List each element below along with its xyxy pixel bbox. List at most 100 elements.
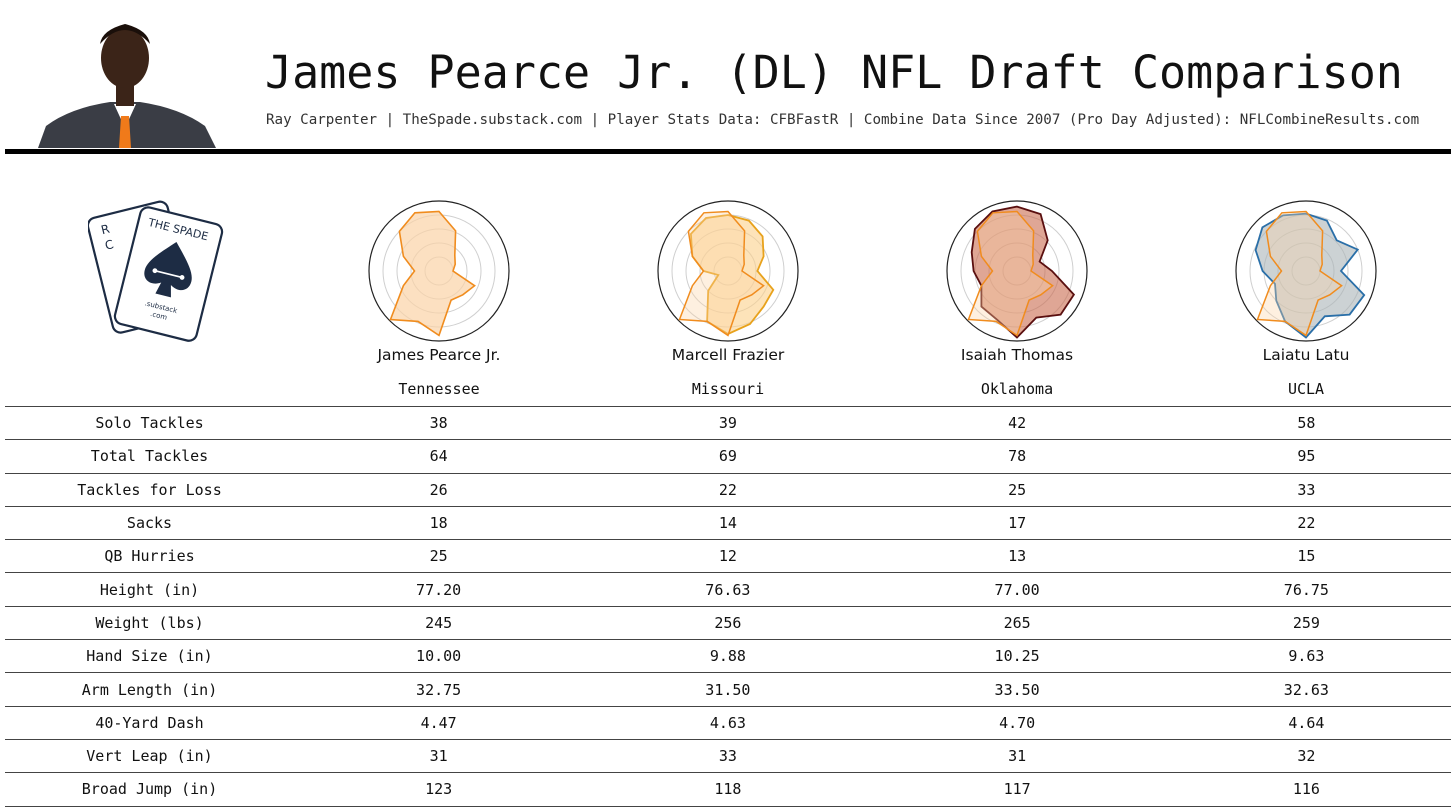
stat-value: 31 — [872, 738, 1162, 773]
radar-chart-3 — [942, 196, 1092, 346]
header: James Pearce Jr. (DL) NFL Draft Comparis… — [0, 0, 1456, 150]
table-row: 40-Yard Dash 4.47 4.63 4.70 4.64 — [5, 705, 1451, 740]
stat-label: Hand Size (in) — [5, 639, 294, 673]
radar-svg-1 — [368, 200, 510, 342]
radar-chart-2 — [653, 196, 803, 346]
stat-value: 25 — [294, 539, 584, 573]
table-row: Hand Size (in) 10.00 9.88 10.25 9.63 — [5, 639, 1451, 673]
radar-svg-3 — [946, 200, 1088, 342]
stat-value: 31.50 — [583, 672, 873, 707]
stat-value: 69 — [583, 439, 873, 474]
stat-value: 33 — [583, 738, 873, 773]
stat-value: 15 — [1161, 539, 1451, 573]
stat-value: 4.64 — [1161, 705, 1451, 740]
page-title: James Pearce Jr. (DL) NFL Draft Comparis… — [265, 46, 1403, 99]
stat-value: 78 — [872, 439, 1162, 474]
stat-value: 116 — [1161, 772, 1451, 807]
stat-value: 32.63 — [1161, 672, 1451, 707]
stat-value: 10.00 — [294, 639, 584, 673]
stat-value: 64 — [294, 439, 584, 474]
stat-value: 18 — [294, 505, 584, 540]
stat-value: 95 — [1161, 439, 1451, 474]
stat-value: 58 — [1161, 405, 1451, 440]
stat-value: 77.20 — [294, 572, 584, 607]
logo-tld-text: .com — [149, 310, 168, 322]
stat-value: 22 — [1161, 505, 1451, 540]
stat-value: 13 — [872, 539, 1162, 573]
stat-value: 77.00 — [872, 572, 1162, 607]
stat-value: 42 — [872, 405, 1162, 440]
table-row: Sacks 18 14 17 22 — [5, 505, 1451, 540]
stat-value: 33 — [1161, 472, 1451, 507]
table-row: Arm Length (in) 32.75 31.50 33.50 32.63 — [5, 672, 1451, 707]
stat-label: Sacks — [5, 505, 294, 540]
radar-chart-4 — [1231, 196, 1381, 346]
stat-value: 26 — [294, 472, 584, 507]
radar-comparison-series — [970, 205, 1076, 339]
radar-base-series — [678, 210, 765, 337]
stat-value: 9.88 — [583, 639, 873, 673]
logo-c-letter: C — [103, 237, 115, 253]
stat-value: 32 — [1161, 738, 1451, 773]
player-school-3: Oklahoma — [980, 380, 1054, 398]
radar-base-series — [1256, 210, 1343, 337]
stat-value: 117 — [872, 772, 1162, 807]
radar-base-series — [967, 210, 1054, 337]
stat-value: 4.47 — [294, 705, 584, 740]
stat-label: Solo Tackles — [5, 405, 294, 440]
stat-value: 245 — [294, 605, 584, 640]
stat-value: 32.75 — [294, 672, 584, 707]
table-row: Vert Leap (in) 31 33 31 32 — [5, 738, 1451, 773]
stat-value: 14 — [583, 505, 873, 540]
player-school-4: UCLA — [1287, 380, 1325, 398]
stat-value: 256 — [583, 605, 873, 640]
logo-r-letter: R — [100, 222, 111, 238]
stat-label: Tackles for Loss — [5, 472, 294, 507]
radar-base-series — [389, 210, 476, 337]
table-row: Solo Tackles 38 39 42 58 — [5, 405, 1451, 440]
stat-label: Height (in) — [5, 572, 294, 607]
page-subtitle: Ray Carpenter | TheSpade.substack.com | … — [266, 112, 1420, 128]
player-name-2: Marcell Frazier — [671, 346, 785, 364]
stat-value: 9.63 — [1161, 639, 1451, 673]
stat-value: 38 — [294, 405, 584, 440]
stat-value: 4.70 — [872, 705, 1162, 740]
stat-value: 259 — [1161, 605, 1451, 640]
table-row: Total Tackles 64 69 78 95 — [5, 439, 1451, 474]
stat-label: Arm Length (in) — [5, 672, 294, 707]
radar-svg-2 — [657, 200, 799, 342]
stat-value: 33.50 — [872, 672, 1162, 707]
stat-label: Total Tackles — [5, 439, 294, 474]
player-photo — [38, 24, 216, 148]
table-row: Tackles for Loss 26 22 25 33 — [5, 472, 1451, 507]
radar-chart-1 — [364, 196, 514, 346]
radar-svg-4 — [1235, 200, 1377, 342]
stat-label: Vert Leap (in) — [5, 738, 294, 773]
header-divider — [5, 149, 1451, 154]
stat-value: 25 — [872, 472, 1162, 507]
radar-comparison-series — [1254, 212, 1366, 339]
table-row: QB Hurries 25 12 13 15 — [5, 539, 1451, 573]
table-row: Broad Jump (in) 123 118 117 116 — [5, 772, 1451, 807]
table-row: Height (in) 77.20 76.63 77.00 76.75 — [5, 572, 1451, 607]
stat-value: 76.75 — [1161, 572, 1451, 607]
player-name-1: James Pearce Jr. — [377, 346, 501, 364]
player-name-4: Laiatu Latu — [1262, 346, 1350, 364]
stat-value: 39 — [583, 405, 873, 440]
stat-value: 17 — [872, 505, 1162, 540]
stat-value: 118 — [583, 772, 873, 807]
stat-label: QB Hurries — [5, 539, 294, 573]
stat-value: 265 — [872, 605, 1162, 640]
stat-value: 123 — [294, 772, 584, 807]
stat-value: 22 — [583, 472, 873, 507]
stat-label: Weight (lbs) — [5, 605, 294, 640]
player-school-2: Missouri — [691, 380, 765, 398]
stat-value: 76.63 — [583, 572, 873, 607]
stat-label: Broad Jump (in) — [5, 772, 294, 807]
player-name-3: Isaiah Thomas — [960, 346, 1074, 364]
stat-label: 40-Yard Dash — [5, 705, 294, 740]
player-school-1: Tennessee — [398, 380, 480, 398]
stats-table: Solo Tackles 38 39 42 58 Total Tackles 6… — [5, 405, 1451, 807]
table-row: Weight (lbs) 245 256 265 259 — [5, 605, 1451, 640]
stat-value: 10.25 — [872, 639, 1162, 673]
